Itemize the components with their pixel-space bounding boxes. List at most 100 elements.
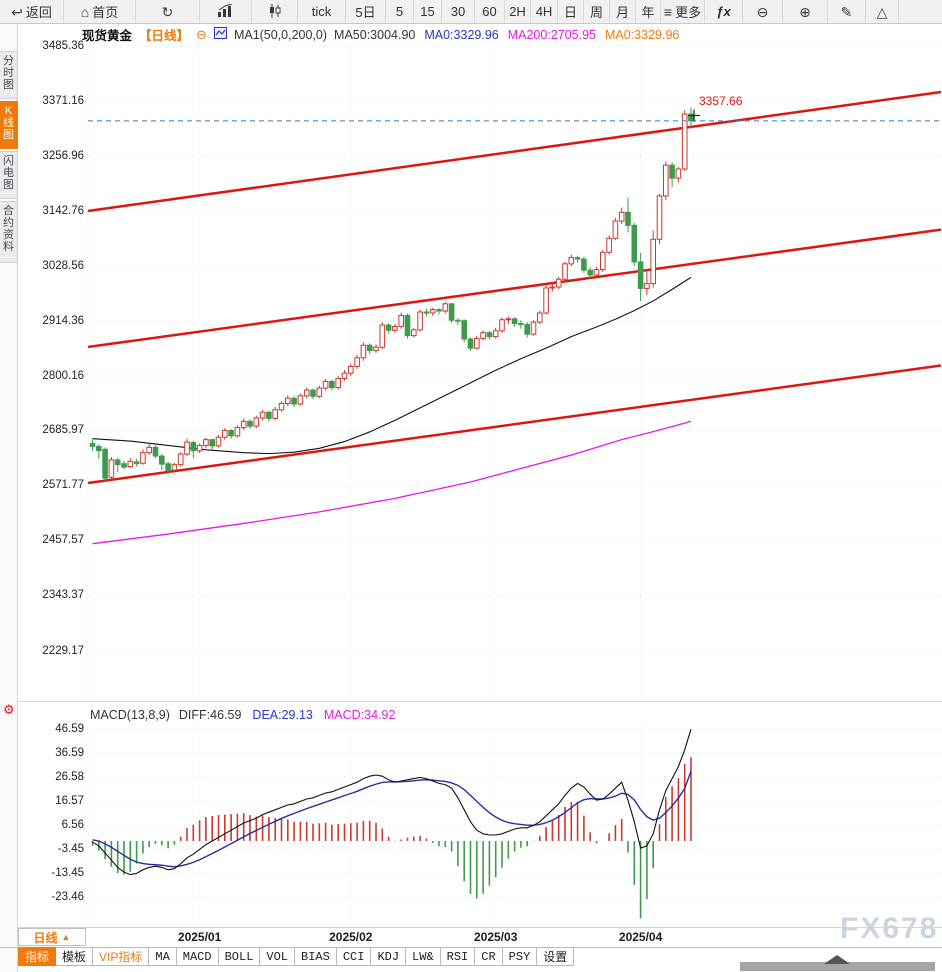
price-axis-label: 3256.96 [42, 149, 84, 162]
pencil-icon: ✎ [840, 3, 853, 20]
macd-value-label: DEA:29.13 [252, 708, 313, 722]
candlestick-icon [268, 3, 282, 20]
toolbar-button-zoom-out[interactable]: ⊖ [743, 0, 783, 23]
toolbar-button-label: 60 [482, 4, 497, 19]
macd-title: MACD(13,8,9) [90, 708, 170, 722]
ma-value-label: MA0:3329.96 [604, 27, 680, 42]
toolbar-button-week[interactable]: 周 [584, 0, 610, 23]
top-toolbar: ↩ 返回 ⌂ 首页 ↻ tick 5日 5 15 30 60 2H 4H 日周月年 ≡ 更多 ƒx ⊖ ⊕ ✎ △ [0, 0, 942, 24]
macd-axis-label: 6.56 [61, 818, 84, 831]
indicator-tab-bar: 指标 模板 VIP指标 MA MACD BOLL VOL BIAS CCI KDJ LW& RSI CR… [18, 947, 575, 966]
ma-value-label: MA0:3329.96 [424, 27, 499, 42]
bar-chart-icon [217, 3, 234, 20]
macd-value-label: DIFF:46.59 [178, 708, 242, 722]
macd-axis-label: 26.58 [55, 770, 84, 783]
price-axis-label: 2457.57 [42, 534, 84, 547]
xaxis-month-label: 2025/03 [473, 930, 518, 944]
sidebar-tab-分时图[interactable]: 分时图 [0, 51, 18, 99]
toolbar-button-candle-chart[interactable] [252, 0, 298, 23]
toolbar-button-h2[interactable]: 2H [505, 0, 531, 23]
indicator-tab-VOL[interactable]: VOL [260, 947, 296, 966]
refresh-icon: ↻ [161, 3, 174, 20]
macd-settings-gear-icon[interactable]: ⚙ [3, 702, 15, 717]
xaxis-month-label: 2025/01 [177, 930, 222, 944]
toolbar-button-formula[interactable]: ƒx [705, 0, 743, 23]
macd-axis-label: 36.59 [55, 746, 84, 759]
pane-divider [18, 701, 942, 702]
toolbar-button-label: ƒx [716, 4, 731, 19]
zoom-out-icon: ⊖ [756, 3, 769, 20]
macd-axis-label: -13.45 [51, 866, 84, 879]
home-icon: ⌂ [80, 3, 90, 20]
toolbar-button-more[interactable]: ≡ 更多 [661, 0, 705, 23]
chart-type-sidebar: 分时图 K线图闪电图合约资料 [0, 24, 18, 972]
indicator-tab-CCI[interactable]: CCI [336, 947, 372, 966]
indicator-tab-模板[interactable]: 模板 [56, 947, 94, 966]
price-axis-label: 2571.77 [42, 479, 84, 492]
ma-values: MA50:3004.90 MA0:3329.96 MA200:2705.95 MA0:… [334, 28, 679, 42]
sidebar-tab-active-K线图[interactable]: K线图 [0, 101, 18, 149]
toolbar-button-bar-chart[interactable] [200, 0, 252, 23]
indicator-tab-BIAS[interactable]: BIAS [295, 947, 337, 966]
toolbar-button-min15[interactable]: 15 [414, 0, 442, 23]
toolbar-button-home[interactable]: ⌂ 首页 [64, 0, 136, 23]
toolbar-button-shapes[interactable]: △ [866, 0, 899, 23]
indicator-tab-KDJ[interactable]: KDJ [371, 947, 407, 966]
indicator-tab-指标[interactable]: 指标 [18, 947, 57, 966]
price-axis-label: 3371.16 [42, 94, 84, 107]
indicator-tab-MA[interactable]: MA [149, 947, 177, 966]
zoom-in-icon: ⊕ [799, 3, 811, 20]
sidebar-tab-闪电图[interactable]: 闪电图 [0, 151, 18, 199]
toolbar-button-h4[interactable]: 4H [531, 0, 558, 23]
menu-icon: ≡ [663, 3, 673, 20]
indicator-tab-PSY[interactable]: PSY [502, 947, 538, 966]
toolbar-button-day[interactable]: 日 [558, 0, 584, 23]
macd-axis-label: -3.45 [57, 842, 84, 855]
price-axis-label: 2343.37 [42, 589, 84, 602]
period-selector-label: 日线 [33, 930, 58, 945]
price-axis-label: 2685.97 [42, 424, 84, 437]
indicator-tab-RSI[interactable]: RSI [440, 947, 476, 966]
ma-value-label: MA200:2705.95 [507, 27, 596, 42]
macd-pane-header: MACD(13,8,9) DIFF:46.59 DEA:29.13 MACD:34.… [90, 708, 395, 722]
chevron-up-icon: ▲ [61, 932, 71, 942]
toolbar-button-tick[interactable]: tick [298, 0, 346, 23]
indicator-tab-LW&[interactable]: LW& [406, 947, 441, 966]
collapse-icon[interactable]: ⊖ [196, 26, 207, 42]
toolbar-button-min60[interactable]: 60 [475, 0, 505, 23]
indicator-tab-MACD[interactable]: MACD [176, 947, 219, 966]
toolbar-button-refresh[interactable]: ↻ [136, 0, 200, 23]
toolbar-button-label: 日 [563, 5, 577, 20]
price-axis-label: 3028.56 [42, 259, 84, 272]
toolbar-button-label: 2H [509, 4, 526, 19]
toolbar-button-label: 首页 [92, 5, 119, 20]
toolbar-button-back[interactable]: ↩ 返回 [0, 0, 64, 23]
indicator-tab-设置[interactable]: 设置 [537, 947, 575, 966]
toolbar-button-min30[interactable]: 30 [442, 0, 475, 23]
symbol-name: 现货黄金 [82, 29, 133, 43]
toolbar-button-month[interactable]: 月 [610, 0, 636, 23]
sidebar-tab-合约资料[interactable]: 合约资料 [0, 201, 18, 263]
indicator-tab-VIP指标[interactable]: VIP指标 [93, 947, 150, 966]
ma-value-label: MA50:3004.90 [334, 27, 416, 42]
period-selector-button[interactable]: 日线 ▲ [18, 928, 86, 946]
indicator-tab-BOLL[interactable]: BOLL [218, 947, 261, 966]
toolbar-button-min5[interactable]: 5 [386, 0, 414, 23]
toolbar-button-label: 30 [450, 4, 466, 19]
ma-settings-label: MA1(50,0,200,0) [233, 27, 328, 42]
toolbar-button-zoom-in[interactable]: ⊕ [783, 0, 828, 23]
price-axis-label: 3485.36 [42, 39, 84, 52]
macd-axis-label: 16.57 [55, 794, 84, 807]
toolbar-button-label: 年 [641, 5, 655, 20]
line-chart-mini-icon[interactable] [213, 27, 227, 42]
horizontal-scrollbar[interactable] [740, 955, 935, 971]
toolbar-button-draw[interactable]: ✎ [828, 0, 866, 23]
toolbar-button-year[interactable]: 年 [636, 0, 661, 23]
price-pane-header: 现货黄金 【日线】 ⊖ MA1(50,0,200,0) MA50:3004.90… [82, 25, 679, 44]
indicator-tab-CR[interactable]: CR [475, 947, 503, 966]
toolbar-button-5day[interactable]: 5日 [346, 0, 386, 23]
toolbar-button-label: tick [311, 4, 332, 19]
toolbar-button-label: 5 [395, 4, 404, 19]
